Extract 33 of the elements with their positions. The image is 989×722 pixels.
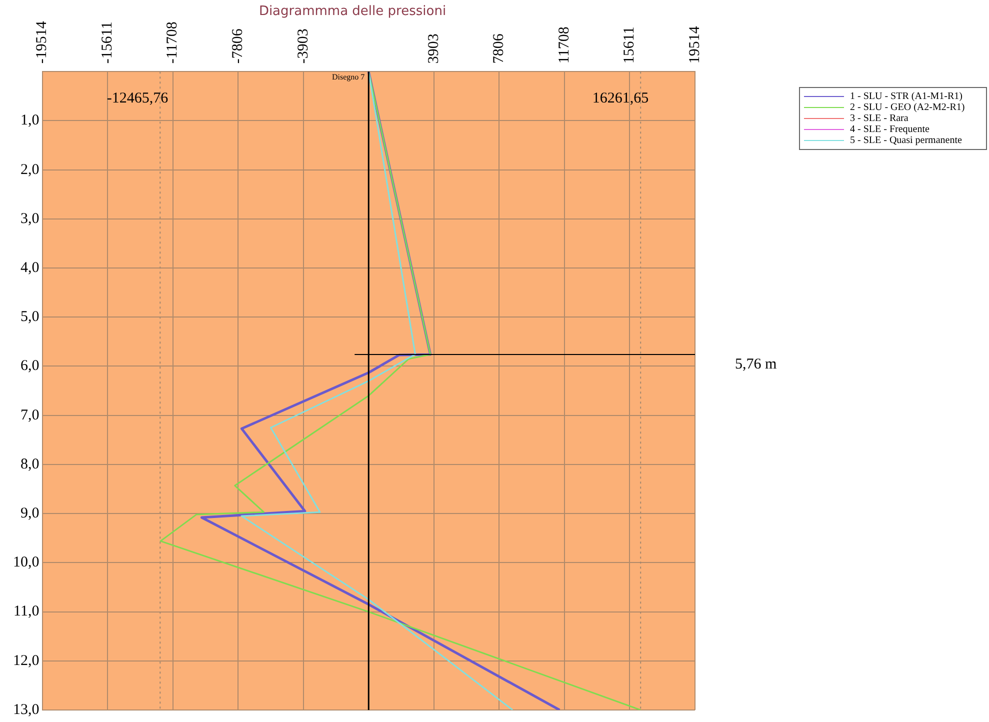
y-tick-label: 10,0 [13, 554, 40, 571]
y-tick-label: 2,0 [20, 162, 40, 178]
y-tick-label: 3,0 [20, 210, 40, 227]
x-tick-label: 19514 [686, 26, 703, 64]
annotation: Disegno 7 [332, 72, 365, 82]
legend-label: 3 - SLE - Rara [850, 113, 908, 124]
y-tick-label: 4,0 [20, 260, 40, 276]
legend-label: 1 - SLU - STR (A1-M1-R1) [850, 91, 962, 102]
legend-label: 5 - SLE - Quasi permanente [850, 135, 962, 146]
x-tick-label: 15611 [622, 26, 638, 64]
y-tick-label: 13,0 [13, 702, 40, 718]
y-tick-label: 8,0 [20, 456, 40, 472]
y-tick-label: 1,0 [20, 112, 40, 129]
x-tick-label: -11708 [164, 22, 181, 64]
x-tick-label: 11708 [556, 26, 572, 64]
y-tick-label: 12,0 [13, 652, 40, 669]
x-tick-label: -15611 [99, 22, 116, 64]
y-tick-label: 5,0 [20, 309, 40, 326]
y-tick-label: 7,0 [20, 407, 40, 424]
x-tick-label: 7806 [491, 33, 508, 64]
x-tick-label: -19514 [34, 20, 50, 64]
ref-line-label: 5,76 m [735, 356, 777, 372]
chart-title: Diagrammma delle pressioni [258, 4, 446, 20]
legend-label: 4 - SLE - Frequente [850, 124, 930, 135]
legend-label: 2 - SLU - GEO (A2-M2-R1) [850, 102, 965, 113]
x-tick-label: -3903 [295, 28, 312, 64]
ref-line-label: -12465,76 [106, 90, 169, 107]
y-tick-label: 6,0 [20, 358, 40, 374]
x-tick-label: 3903 [426, 34, 442, 64]
y-tick-label: 9,0 [20, 506, 40, 522]
y-tick-label: 11,0 [14, 604, 40, 620]
x-tick-label: -7806 [230, 28, 246, 64]
ref-line-label: 16261,65 [592, 90, 649, 107]
